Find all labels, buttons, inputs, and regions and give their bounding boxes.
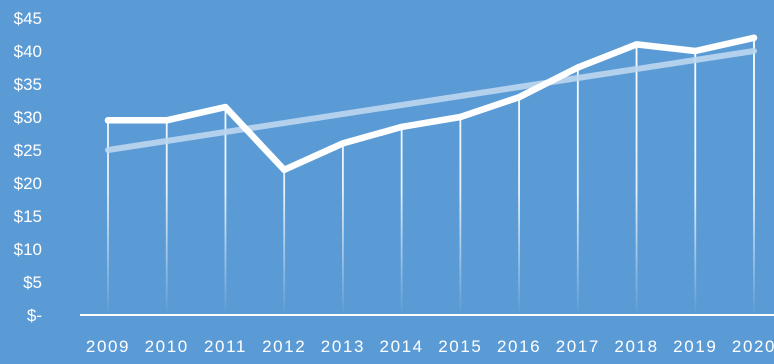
x-tick-label: 2012 xyxy=(262,337,306,356)
data-point xyxy=(750,34,758,41)
series-line xyxy=(104,34,758,174)
data-point xyxy=(339,140,347,147)
data-point xyxy=(104,117,112,124)
trendline xyxy=(105,48,757,153)
data-point xyxy=(633,41,640,48)
x-tick-label: 2017 xyxy=(556,337,600,356)
y-tick-label: $40 xyxy=(14,42,42,61)
y-tick-label: $35 xyxy=(14,75,42,94)
drop-lines xyxy=(107,37,755,315)
x-tick-label: 2009 xyxy=(86,337,130,356)
y-tick-label: $- xyxy=(27,306,42,325)
data-point xyxy=(222,103,229,111)
y-tick-label: $20 xyxy=(14,174,42,193)
trendline-layer xyxy=(105,48,757,153)
x-tick-label: 2019 xyxy=(673,337,717,356)
data-point xyxy=(457,113,464,121)
y-tick-label: $25 xyxy=(14,141,42,160)
y-tick-label: $30 xyxy=(14,108,42,127)
data-point xyxy=(280,166,288,173)
y-tick-label: $10 xyxy=(14,240,42,259)
data-point xyxy=(398,123,405,131)
x-tick-label: 2013 xyxy=(321,337,365,356)
x-tick-label: 2020 xyxy=(732,337,774,356)
data-point xyxy=(574,64,582,71)
x-tick-label: 2010 xyxy=(145,337,189,356)
data-point xyxy=(163,117,170,124)
x-tick-label: 2011 xyxy=(204,337,247,356)
y-tick-label: $5 xyxy=(23,273,42,292)
series-layer xyxy=(104,34,758,174)
data-point xyxy=(515,94,523,101)
data-point xyxy=(692,47,699,55)
x-tick-label: 2016 xyxy=(497,337,541,356)
axes: $- $5 $10 $15 $20 $25 $30 $35 $40 $45 2009 2010 2011… xyxy=(14,9,774,356)
y-tick-label: $15 xyxy=(14,207,42,226)
x-tick-label: 2018 xyxy=(614,337,658,356)
x-tick-label: 2015 xyxy=(438,337,482,356)
y-tick-label: $45 xyxy=(14,9,42,28)
x-tick-label: 2014 xyxy=(380,337,424,356)
